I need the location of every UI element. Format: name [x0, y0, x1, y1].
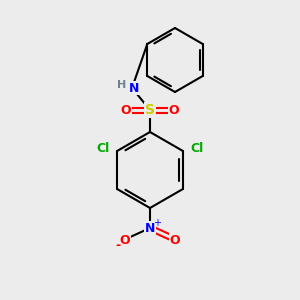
Text: O: O: [120, 233, 130, 247]
Text: S: S: [145, 103, 155, 117]
Text: Cl: Cl: [190, 142, 203, 154]
Text: N: N: [129, 82, 139, 94]
Text: O: O: [170, 233, 180, 247]
Text: +: +: [153, 218, 161, 228]
Text: -: -: [116, 239, 121, 253]
Text: N: N: [145, 221, 155, 235]
Text: O: O: [121, 103, 131, 116]
Text: Cl: Cl: [97, 142, 110, 154]
Text: O: O: [169, 103, 179, 116]
Text: H: H: [117, 80, 127, 90]
